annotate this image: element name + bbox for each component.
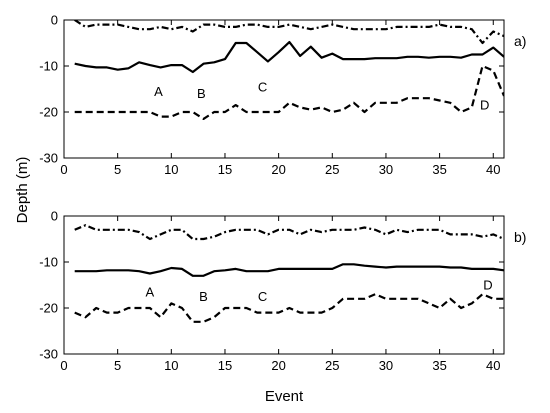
x-tick-label: 20 <box>271 358 285 373</box>
y-axis-label: Depth (m) <box>14 157 31 224</box>
y-tick-label: -30 <box>39 347 58 362</box>
x-tick-label: 15 <box>218 162 232 177</box>
x-tick-label: 10 <box>164 358 178 373</box>
x-tick-label: 35 <box>432 162 446 177</box>
panel-label: b) <box>514 229 526 245</box>
x-tick-label: 40 <box>486 162 500 177</box>
y-tick-label: -30 <box>39 151 58 166</box>
x-tick-label: 35 <box>432 358 446 373</box>
x-tick-label: 10 <box>164 162 178 177</box>
panel-label: a) <box>514 33 526 49</box>
annotation-c: C <box>258 289 267 304</box>
x-tick-label: 30 <box>379 358 393 373</box>
series-line-solid <box>74 263 504 277</box>
x-tick-label: 30 <box>379 162 393 177</box>
x-tick-label: 25 <box>325 358 339 373</box>
x-tick-label: 5 <box>114 162 121 177</box>
y-tick-label: 0 <box>51 13 58 28</box>
plot-frame <box>63 19 505 159</box>
x-tick-label: 25 <box>325 162 339 177</box>
annotation-a: A <box>146 285 155 300</box>
panel-b: 0 5 10 15 20 25 30 35 40 -30 -20 -10 0 A B C Db) <box>39 209 526 374</box>
series-line-dash-dot <box>74 224 504 241</box>
annotation-b: B <box>199 289 208 304</box>
annotation-d: D <box>480 98 489 113</box>
x-tick-label: 5 <box>114 358 121 373</box>
y-tick-label: -20 <box>39 301 58 316</box>
x-tick-label: 0 <box>60 162 67 177</box>
y-tick-label: -20 <box>39 105 58 120</box>
series-line-dashed <box>74 293 504 323</box>
y-tick-label: -10 <box>39 255 58 270</box>
plot-frame <box>63 215 505 355</box>
x-tick-label: 15 <box>218 358 232 373</box>
series-line-dashed <box>74 64 504 121</box>
annotation-a: A <box>154 84 163 99</box>
x-tick-label: 0 <box>60 358 67 373</box>
y-tick-label: 0 <box>51 209 58 224</box>
panel-a: 0 5 10 15 20 25 30 35 40 -30 -20 -10 0 A B C Da) <box>39 13 526 178</box>
x-tick-label: 20 <box>271 162 285 177</box>
series-line-dash-dot <box>74 20 504 45</box>
y-tick-label: -10 <box>39 59 58 74</box>
annotation-b: B <box>197 86 206 101</box>
annotation-c: C <box>258 79 267 94</box>
series-line-solid <box>74 40 504 74</box>
annotation-d: D <box>483 278 492 293</box>
x-axis-label: Event <box>265 388 304 405</box>
x-tick-label: 40 <box>486 358 500 373</box>
